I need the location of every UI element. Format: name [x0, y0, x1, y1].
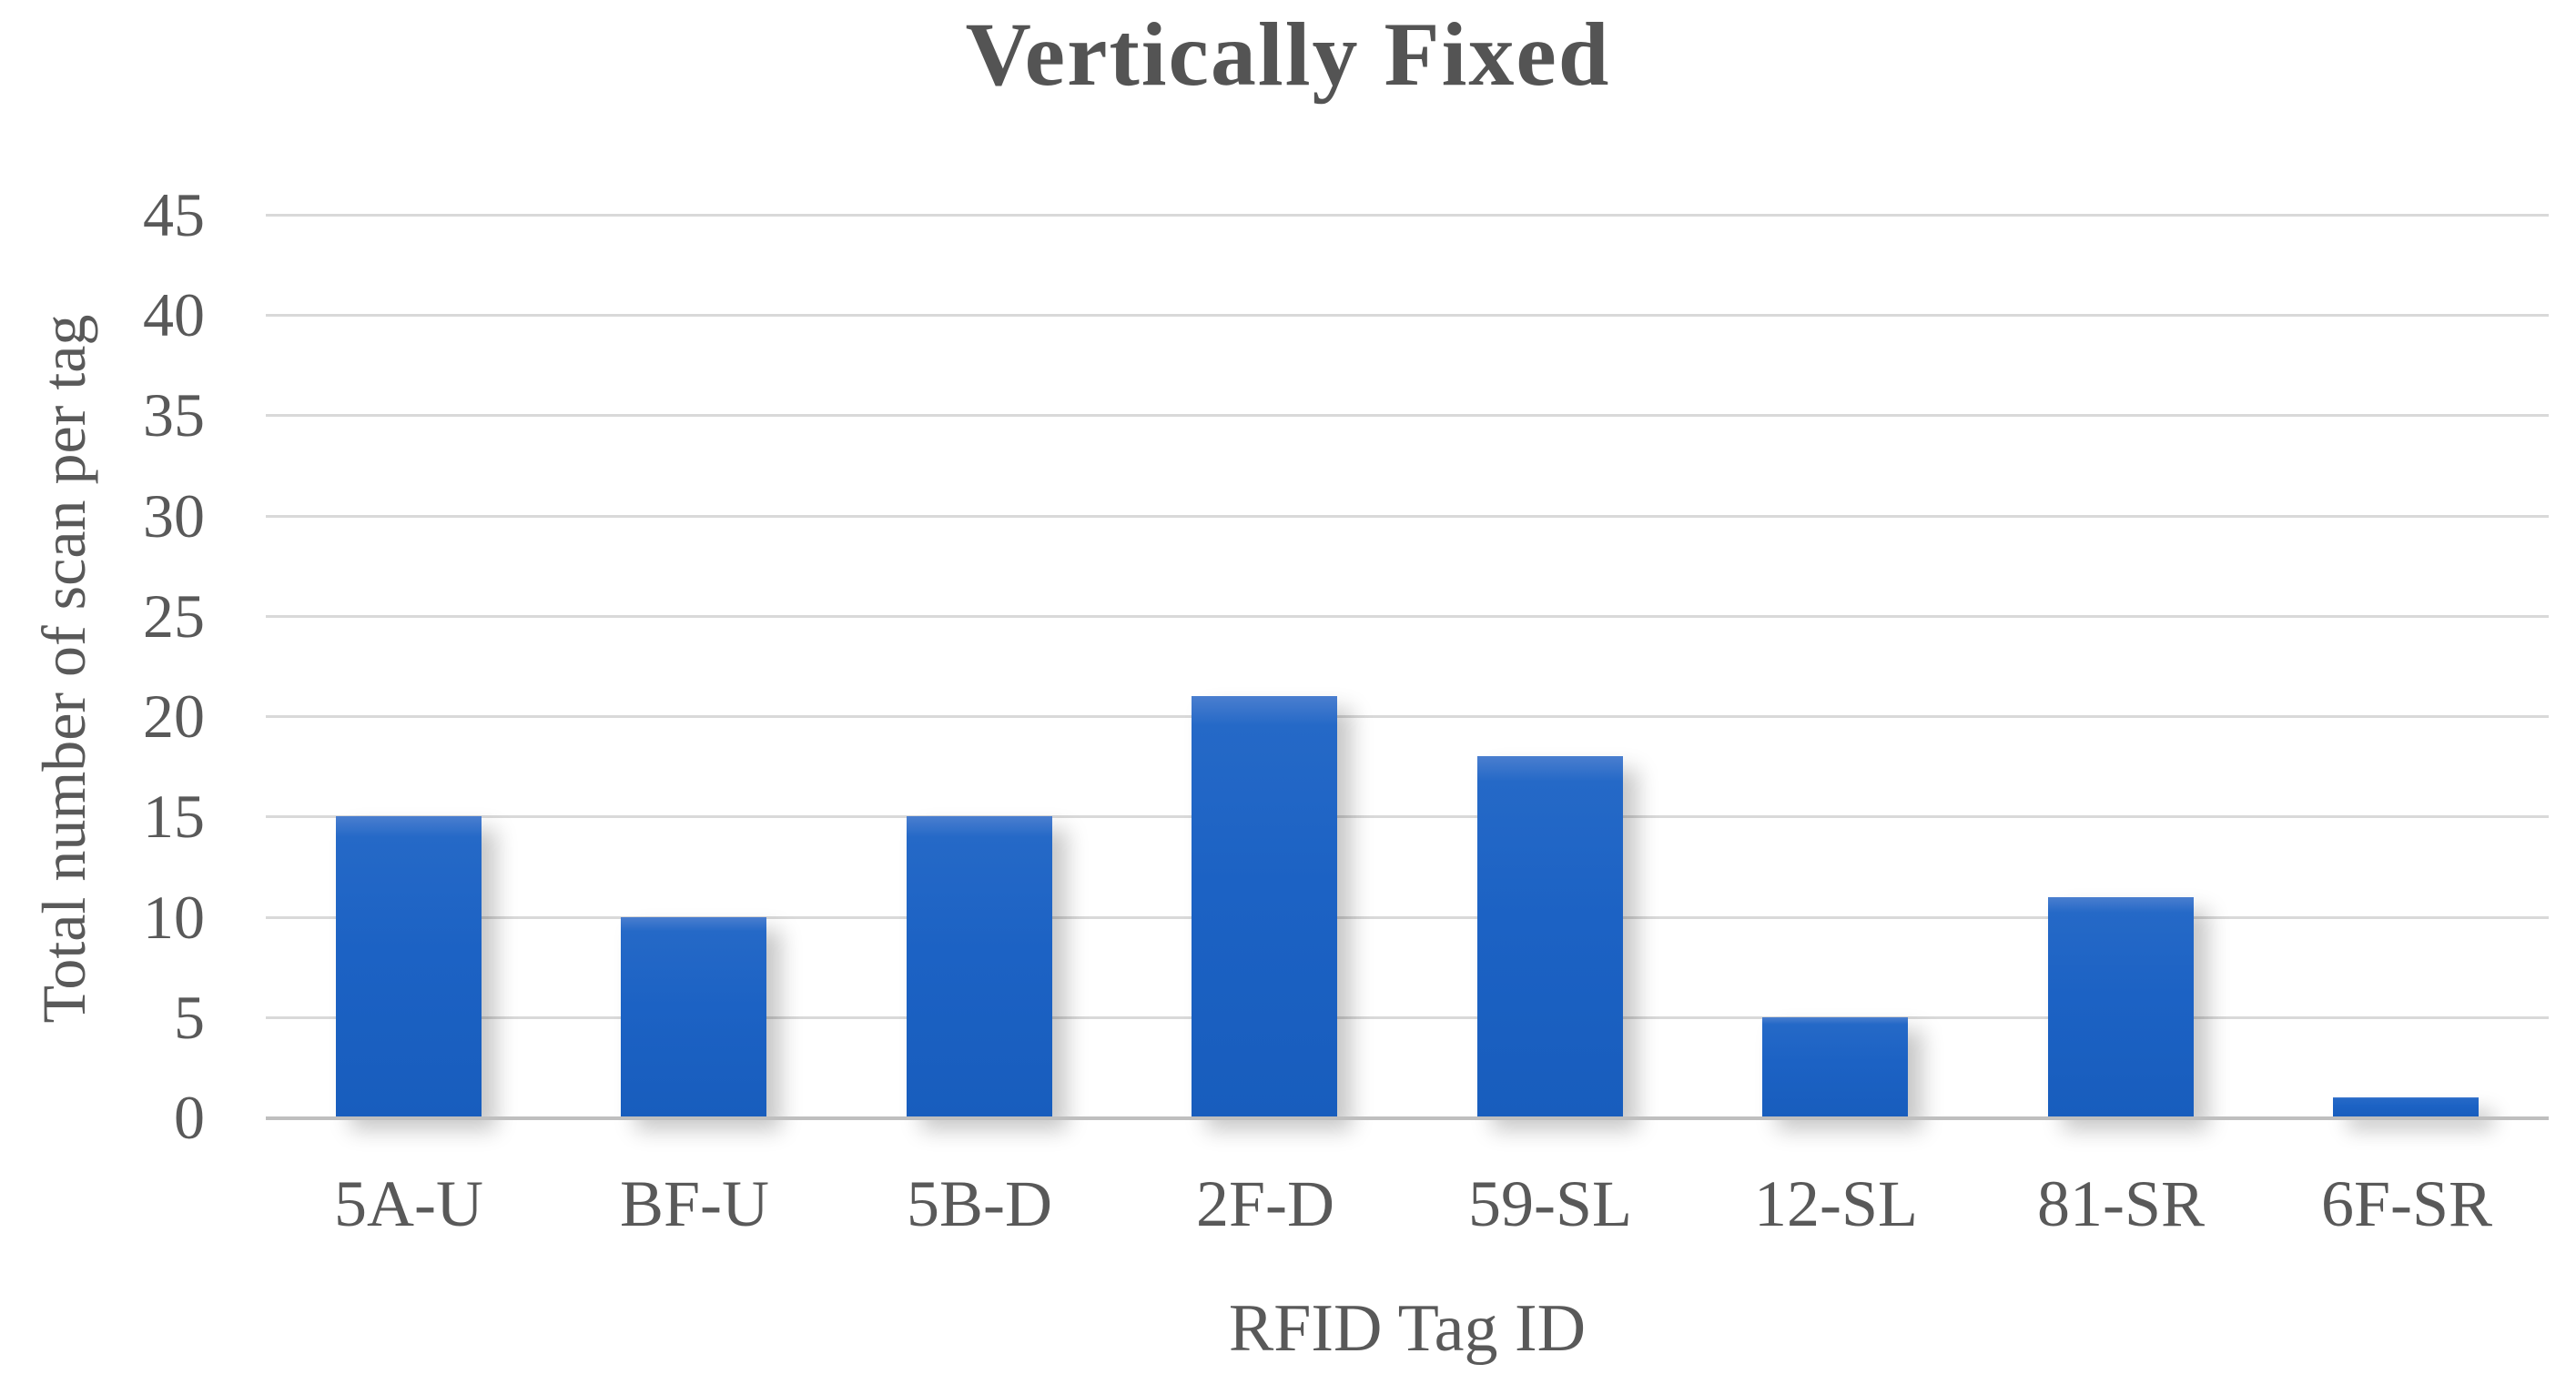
plot-area: [266, 214, 2549, 1120]
x-tick-label: 5A-U: [334, 1167, 483, 1240]
gridline: [266, 915, 2549, 919]
x-tick-label: 2F-D: [1195, 1167, 1334, 1240]
y-tick-label: 40: [143, 280, 205, 350]
bar-5B-D: [907, 816, 1052, 1117]
gridline: [266, 214, 2549, 217]
y-tick-label: 15: [143, 782, 205, 852]
bar-5A-U: [336, 816, 482, 1117]
chart-title: Vertically Fixed: [965, 4, 1611, 105]
y-tick-label: 0: [174, 1083, 205, 1152]
y-tick-label: 45: [143, 180, 205, 249]
gridline: [266, 815, 2549, 819]
y-tick-label: 20: [143, 682, 205, 752]
gridline: [266, 1015, 2549, 1019]
gridline: [266, 314, 2549, 318]
bar-81-SR: [2048, 897, 2194, 1117]
x-tick-label: 81-SR: [2036, 1167, 2206, 1240]
bar-6F-SR: [2333, 1097, 2479, 1117]
bar-59-SL: [1477, 756, 1623, 1117]
x-tick-label: 12-SL: [1754, 1167, 1918, 1240]
x-tick-label: 59-SL: [1468, 1167, 1632, 1240]
gridline: [266, 614, 2549, 618]
y-tick-label: 35: [143, 380, 205, 450]
x-tick-label: 6F-SR: [2320, 1167, 2493, 1240]
gridline: [266, 715, 2549, 719]
x-tick-label: BF-U: [619, 1167, 770, 1240]
x-axis-line: [266, 1116, 2549, 1120]
y-tick-label: 5: [174, 982, 205, 1052]
y-tick-label: 30: [143, 480, 205, 551]
gridline: [266, 414, 2549, 418]
x-tick-label: 5B-D: [907, 1167, 1052, 1240]
x-axis-title: RFID Tag ID: [1228, 1291, 1587, 1366]
y-tick-label: 25: [143, 581, 205, 651]
bar-2F-D: [1192, 696, 1337, 1117]
bar-BF-U: [621, 917, 766, 1117]
gridline: [266, 514, 2549, 518]
bar-12-SL: [1762, 1017, 1908, 1117]
y-tick-label: 10: [143, 882, 205, 952]
